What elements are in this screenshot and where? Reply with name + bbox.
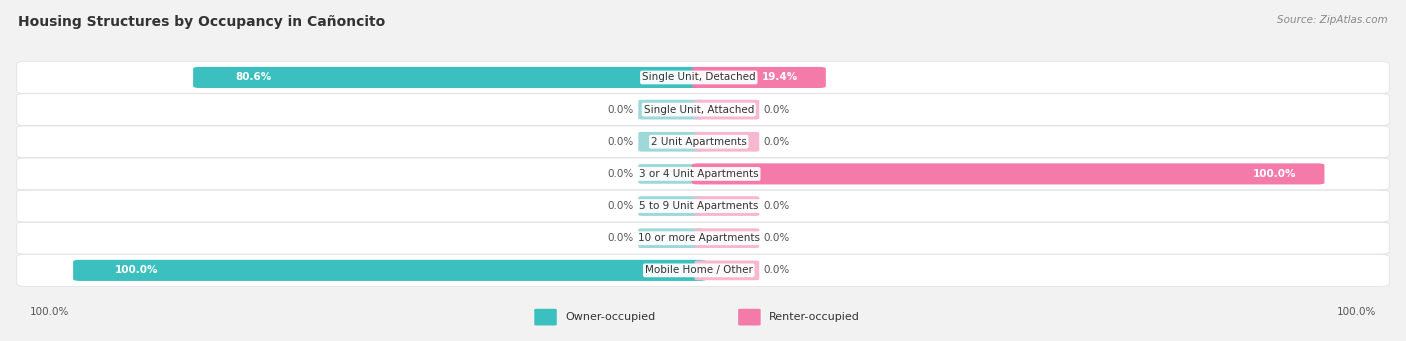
FancyBboxPatch shape [193, 67, 706, 88]
FancyBboxPatch shape [638, 196, 703, 216]
Text: 80.6%: 80.6% [235, 72, 271, 83]
Text: 0.0%: 0.0% [607, 137, 634, 147]
FancyBboxPatch shape [695, 196, 759, 216]
Text: 0.0%: 0.0% [607, 105, 634, 115]
Text: 100.0%: 100.0% [1253, 169, 1296, 179]
FancyBboxPatch shape [695, 100, 759, 119]
FancyBboxPatch shape [17, 158, 1389, 190]
FancyBboxPatch shape [695, 261, 759, 280]
Text: 0.0%: 0.0% [607, 201, 634, 211]
Text: Housing Structures by Occupancy in Cañoncito: Housing Structures by Occupancy in Cañon… [18, 15, 385, 29]
FancyBboxPatch shape [17, 190, 1389, 222]
Text: 5 to 9 Unit Apartments: 5 to 9 Unit Apartments [640, 201, 758, 211]
FancyBboxPatch shape [534, 309, 557, 325]
Text: 0.0%: 0.0% [763, 201, 790, 211]
FancyBboxPatch shape [17, 94, 1389, 125]
Text: 10 or more Apartments: 10 or more Apartments [638, 233, 759, 243]
Text: 0.0%: 0.0% [763, 137, 790, 147]
FancyBboxPatch shape [638, 132, 703, 152]
FancyBboxPatch shape [638, 164, 703, 184]
FancyBboxPatch shape [692, 163, 1324, 184]
Text: Mobile Home / Other: Mobile Home / Other [645, 265, 752, 276]
Text: 100.0%: 100.0% [115, 265, 159, 276]
Text: Owner-occupied: Owner-occupied [565, 312, 655, 322]
Text: Source: ZipAtlas.com: Source: ZipAtlas.com [1277, 15, 1388, 25]
Text: Single Unit, Detached: Single Unit, Detached [643, 72, 755, 83]
FancyBboxPatch shape [692, 67, 825, 88]
Text: 100.0%: 100.0% [1337, 307, 1376, 317]
Text: Single Unit, Attached: Single Unit, Attached [644, 105, 754, 115]
FancyBboxPatch shape [73, 260, 706, 281]
FancyBboxPatch shape [695, 228, 759, 248]
Text: 0.0%: 0.0% [763, 105, 790, 115]
FancyBboxPatch shape [695, 132, 759, 152]
Text: 0.0%: 0.0% [763, 265, 790, 276]
FancyBboxPatch shape [17, 222, 1389, 254]
Text: 100.0%: 100.0% [30, 307, 69, 317]
Text: 0.0%: 0.0% [607, 233, 634, 243]
FancyBboxPatch shape [17, 254, 1389, 286]
Text: 0.0%: 0.0% [607, 169, 634, 179]
Text: Renter-occupied: Renter-occupied [769, 312, 860, 322]
Text: 0.0%: 0.0% [763, 233, 790, 243]
Text: 19.4%: 19.4% [762, 72, 797, 83]
Text: 2 Unit Apartments: 2 Unit Apartments [651, 137, 747, 147]
FancyBboxPatch shape [17, 126, 1389, 158]
FancyBboxPatch shape [738, 309, 761, 325]
FancyBboxPatch shape [17, 62, 1389, 93]
Text: 3 or 4 Unit Apartments: 3 or 4 Unit Apartments [638, 169, 759, 179]
FancyBboxPatch shape [638, 100, 703, 119]
FancyBboxPatch shape [638, 228, 703, 248]
